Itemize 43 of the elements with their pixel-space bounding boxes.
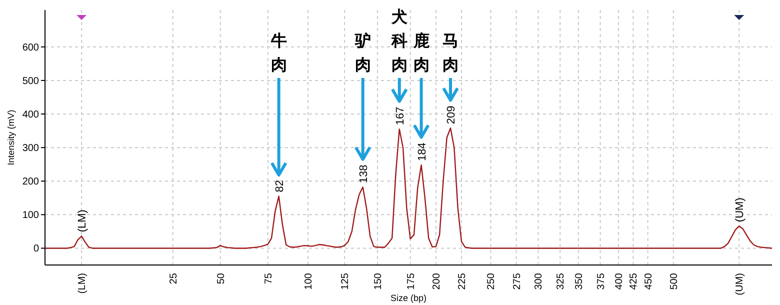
x-tick-label: 50 [216, 272, 227, 284]
x-tick-label: 175 [406, 272, 417, 290]
x-tick-label: 250 [486, 272, 498, 290]
annotation: 鹿肉 [412, 32, 430, 74]
annotation: 138 [358, 164, 370, 184]
annotation: (LM) [76, 210, 89, 232]
x-tick-label: 275 [512, 272, 523, 290]
annotation: 167 [394, 106, 406, 126]
y-tick-label: 600 [22, 42, 40, 54]
x-tick-label: 400 [614, 272, 626, 290]
y-tick-label: 100 [22, 210, 40, 222]
y-tick-label: 400 [22, 110, 40, 121]
x-tick-label: 500 [668, 272, 680, 290]
line-series [44, 128, 773, 249]
x-tick-label: 300 [534, 272, 545, 290]
y-tick-label: 300 [22, 143, 40, 154]
x-tick-label: 125 [340, 272, 352, 290]
x-tick-label: 350 [574, 272, 585, 290]
x-tick-label: 375 [596, 272, 607, 290]
x-tick-label: 75 [263, 272, 274, 284]
annotation: 209 [446, 106, 458, 124]
y-tick-label: 500 [22, 76, 40, 87]
x-tick-label: 25 [168, 272, 180, 284]
y-axis-title: Intensity (mV) [6, 110, 16, 166]
annotation: 驴肉 [354, 32, 371, 74]
x-tick-label: 200 [431, 272, 442, 290]
x-tick-label: 425 [628, 272, 640, 290]
annotation: 犬科肉 [390, 8, 408, 74]
annotation: 马肉 [442, 33, 459, 74]
x-tick-label: 150 [372, 272, 384, 290]
x-tick-label: (UM) [734, 273, 746, 296]
x-axis-title: Size (bp) [390, 293, 427, 303]
annotation: 184 [416, 142, 428, 162]
y-tick-label: 200 [22, 176, 40, 188]
y-tick-label: 0 [33, 244, 40, 255]
x-tick-label: 225 [456, 272, 468, 290]
x-tick-label: 100 [304, 272, 315, 290]
x-tick-label: 450 [643, 272, 654, 290]
x-tick-label: (LM) [77, 273, 88, 294]
x-tick-label: 325 [556, 272, 567, 290]
annotation: (UM) [734, 198, 746, 222]
annotation: 牛肉 [270, 32, 287, 74]
annotation: 82 [274, 180, 286, 192]
